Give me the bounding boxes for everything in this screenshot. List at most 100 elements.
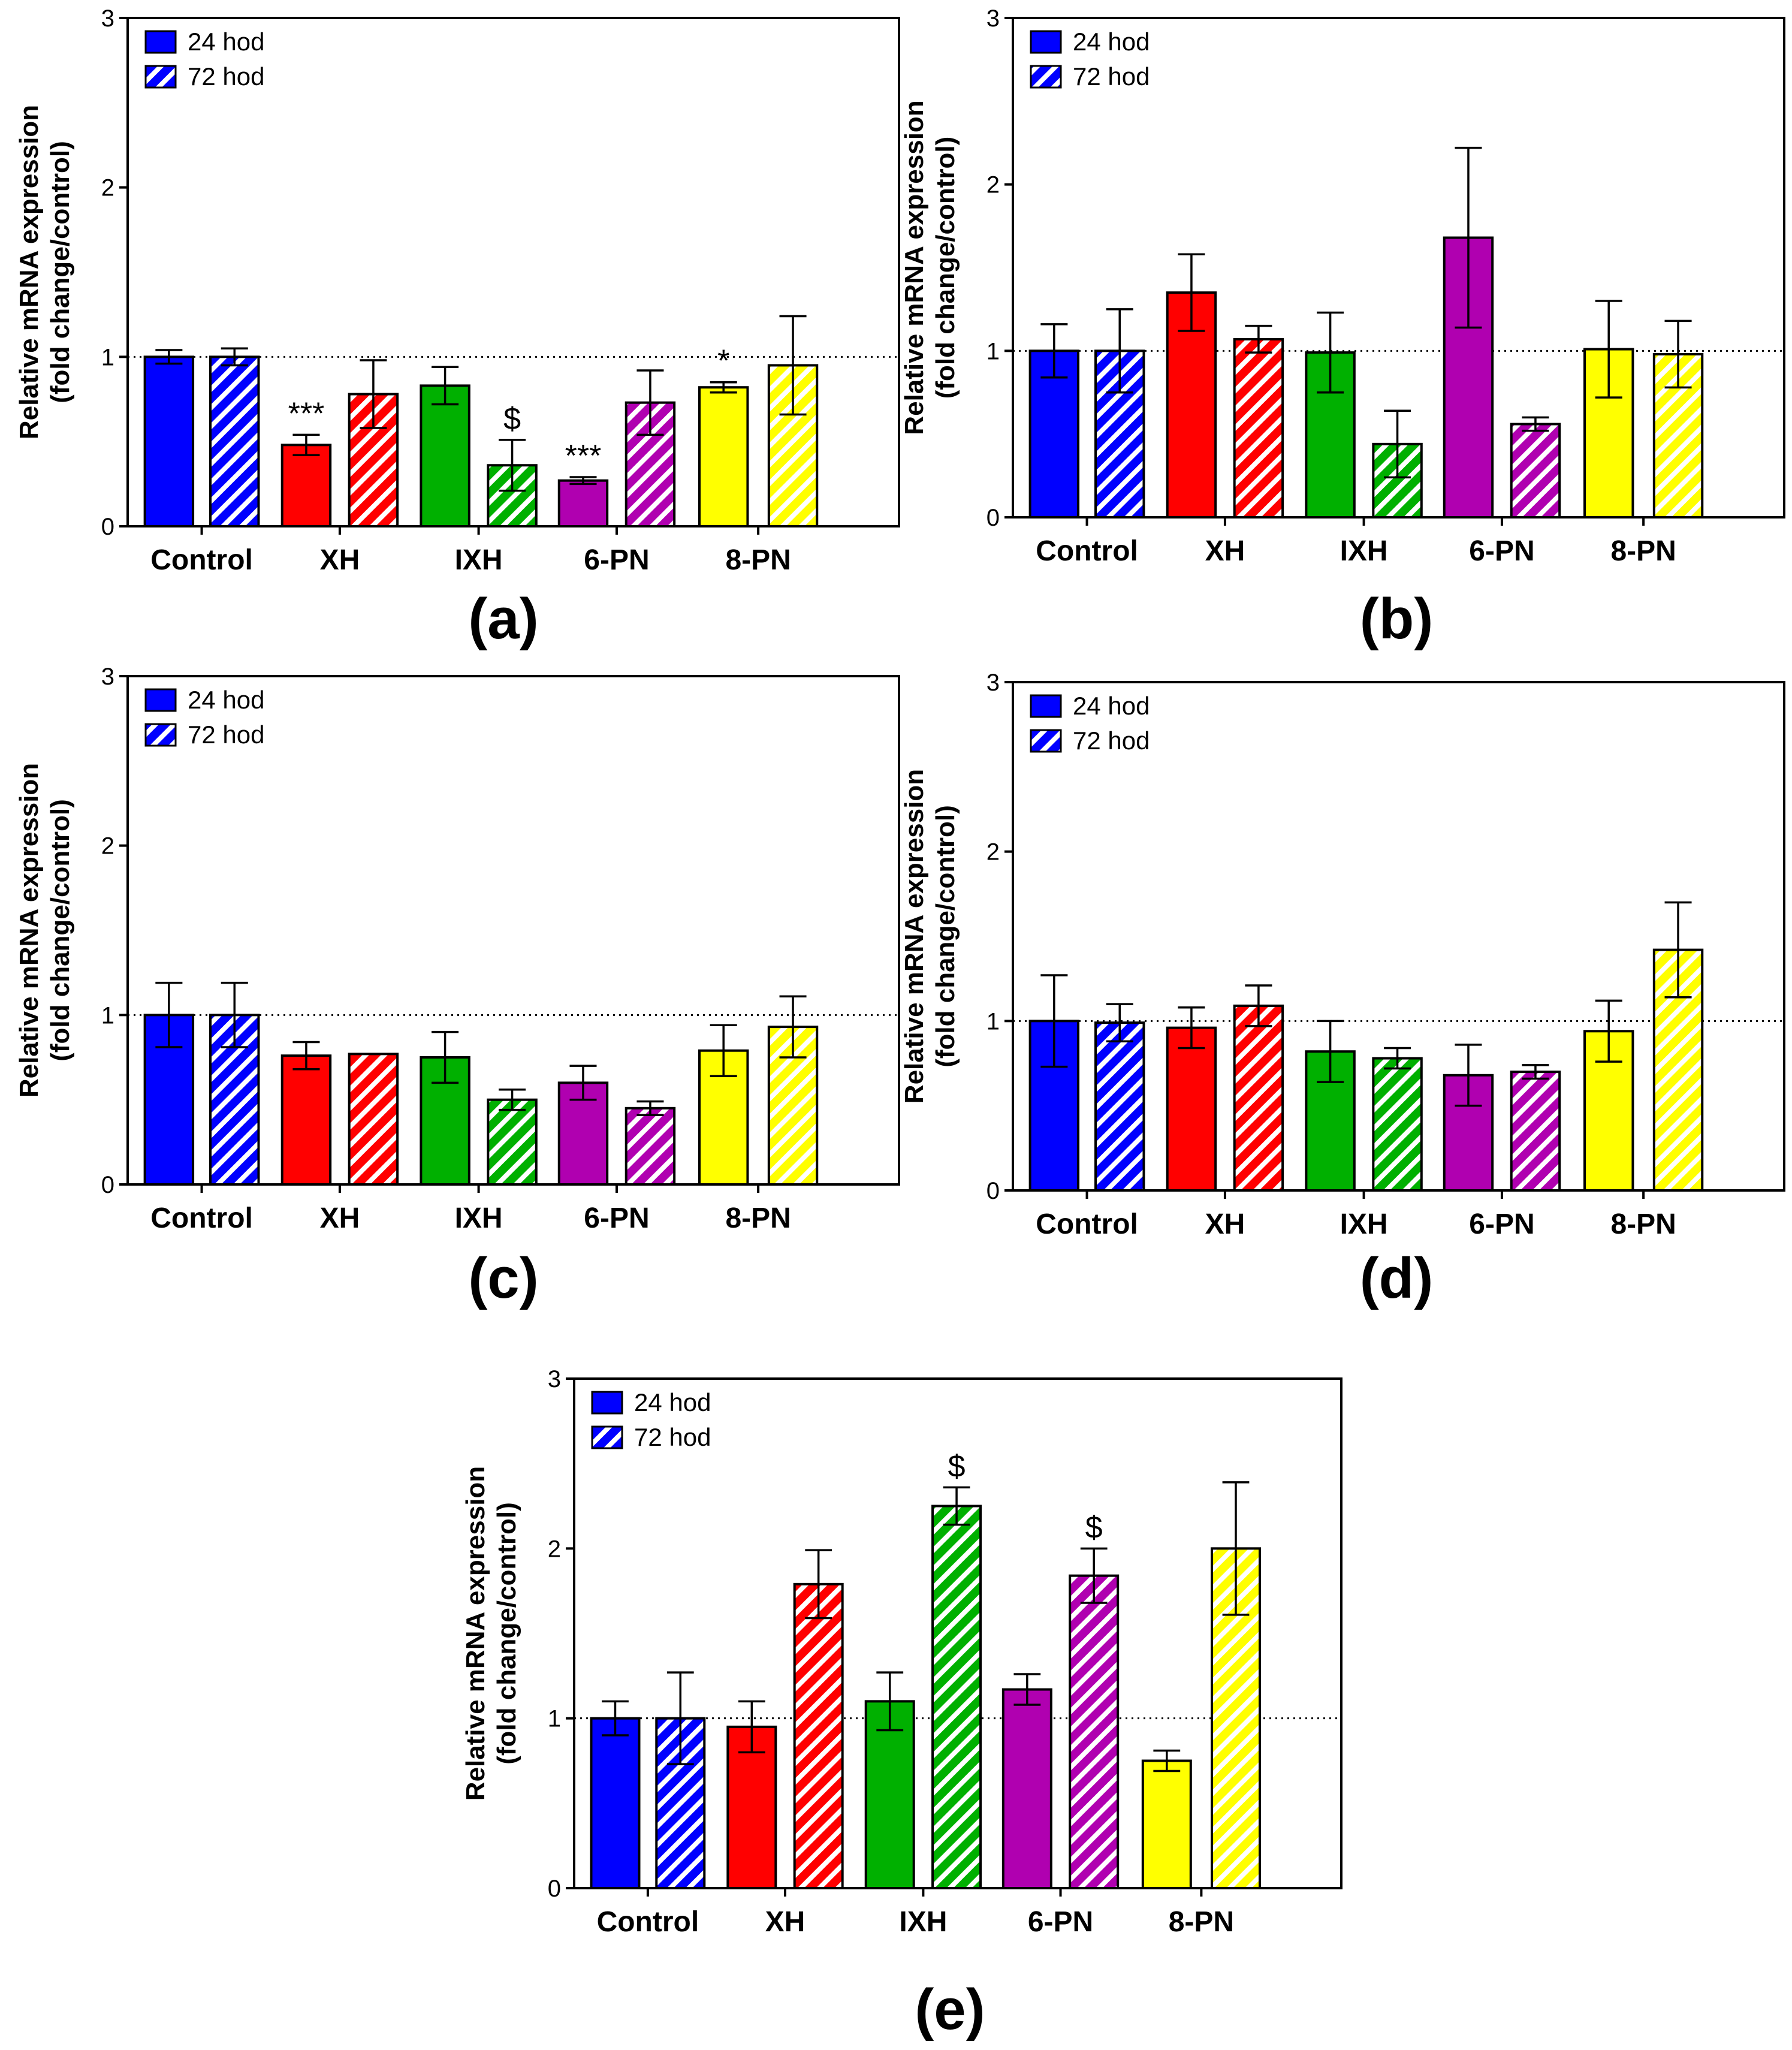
y-tick-label: 1 — [101, 1002, 114, 1029]
legend-swatch — [144, 688, 177, 712]
y-tick-label: 2 — [986, 839, 1000, 866]
bar-72-hod-XH — [348, 1053, 399, 1186]
legend-swatch — [144, 65, 177, 89]
x-tick-label: Control — [1036, 535, 1138, 567]
legend-label: 24 hod — [1073, 28, 1150, 56]
legend-swatch — [144, 723, 177, 747]
panel-label: (a) — [468, 587, 538, 651]
panel-label: (e) — [915, 1977, 985, 2042]
error-bar — [1040, 974, 1068, 1068]
x-tick-label: XH — [1205, 535, 1245, 567]
legend-label: 24 hod — [634, 1388, 711, 1416]
significance-label: $ — [948, 1449, 966, 1484]
error-bar — [805, 1549, 832, 1620]
bar-72-hod-XH — [793, 1582, 844, 1889]
legend-swatch — [1030, 729, 1062, 753]
bar-24-hod-8-PN — [1141, 1759, 1192, 1889]
bar-72-hod-6-PN — [1510, 423, 1561, 518]
error-bar — [292, 1041, 320, 1071]
error-bar — [1522, 1064, 1549, 1080]
x-tick-label: 6-PN — [584, 544, 649, 576]
error-bar — [779, 995, 807, 1059]
panel-label: (b) — [1360, 587, 1434, 651]
error-bar — [1595, 999, 1622, 1063]
error-bar — [636, 369, 664, 436]
y-tick-label: 0 — [101, 1172, 114, 1198]
y-tick-label: 0 — [548, 1876, 561, 1902]
significance-label: * — [717, 344, 729, 379]
x-tick-label: 8-PN — [725, 544, 791, 576]
error-bar — [1522, 416, 1549, 432]
bar-24-hod-8-PN — [698, 386, 749, 527]
legend-swatch — [144, 30, 177, 54]
error-bar — [499, 1088, 526, 1111]
y-tick-label: 3 — [101, 664, 114, 690]
significance-label: $ — [503, 402, 521, 436]
error-bar — [292, 433, 320, 457]
error-bar — [569, 1065, 597, 1101]
y-tick-label: 3 — [101, 5, 114, 32]
error-bar — [1245, 984, 1272, 1027]
error-bar — [1106, 1003, 1133, 1043]
error-bar — [666, 1671, 694, 1765]
error-bar — [876, 1671, 904, 1732]
y-tick-label: 1 — [101, 344, 114, 370]
panel-label: (c) — [468, 1246, 538, 1310]
legend-swatch — [1030, 30, 1062, 54]
error-bar — [943, 1486, 970, 1526]
y-axis-title: Relative mRNA expression(fold change/con… — [14, 105, 75, 439]
error-bar — [432, 366, 459, 406]
legend-swatch — [591, 1391, 623, 1415]
y-tick-label: 3 — [986, 5, 1000, 32]
x-tick-label: XH — [765, 1906, 806, 1938]
y-tick-label: 1 — [986, 338, 1000, 364]
error-bar — [569, 476, 597, 486]
x-tick-label: 8-PN — [1610, 535, 1676, 567]
error-bar — [499, 439, 526, 492]
error-bar — [1245, 324, 1272, 354]
legend-label: 24 hod — [188, 686, 264, 714]
legend-swatch — [1030, 65, 1062, 89]
bar-72-hod-IXH — [1372, 1057, 1423, 1192]
legend-label: 24 hod — [188, 28, 264, 56]
significance-label: $ — [1085, 1510, 1103, 1545]
bar-24-hod-XH — [280, 444, 332, 527]
significance-label: *** — [565, 439, 602, 474]
error-bar — [710, 1024, 737, 1077]
bar-24-hod-XH — [1166, 1026, 1217, 1192]
bar-24-hod-IXH — [420, 384, 470, 527]
error-bar — [779, 315, 807, 416]
error-bar — [1317, 1020, 1344, 1083]
x-tick-label: Control — [597, 1906, 699, 1938]
x-tick-label: Control — [150, 1202, 253, 1234]
bar-24-hod-XH — [726, 1725, 777, 1889]
error-bar — [1664, 319, 1692, 389]
error-bar — [1178, 253, 1205, 332]
legend-label: 24 hod — [1073, 692, 1150, 720]
plot-frame — [1012, 17, 1785, 518]
x-tick-label: 8-PN — [725, 1202, 791, 1234]
legend-label: 72 hod — [1073, 62, 1150, 91]
error-bar — [1384, 409, 1411, 479]
y-tick-label: 3 — [986, 670, 1000, 696]
y-tick-label: 1 — [986, 1008, 1000, 1035]
bar-72-hod-6-PN — [1069, 1574, 1120, 1890]
chart-panel-2: 0 1 2 3 Control XH IXH 6-PN 8-PN Relative mRNA ex… — [900, 5, 1785, 651]
bar-24-hod-Control — [143, 355, 195, 527]
error-bar — [1664, 901, 1692, 999]
y-tick-label: 2 — [101, 833, 114, 860]
y-axis-title: Relative mRNA expression(fold change/con… — [900, 100, 960, 435]
legend: 24 hod 72 hod — [1030, 28, 1150, 91]
y-tick-label: 0 — [986, 505, 1000, 531]
error-bar — [1595, 300, 1622, 399]
plot-frame — [126, 17, 900, 527]
chart-panel-4: 0 1 2 3 Control XH IXH 6-PN 8-PN Relative mRNA ex… — [900, 670, 1785, 1310]
error-bar — [155, 349, 183, 365]
error-bar — [360, 359, 387, 429]
legend: 24 hod 72 hod — [144, 28, 264, 91]
error-bar — [221, 347, 248, 367]
bar-72-hod-IXH — [931, 1505, 982, 1889]
plot-frame — [126, 675, 900, 1186]
error-bar — [1040, 323, 1068, 379]
